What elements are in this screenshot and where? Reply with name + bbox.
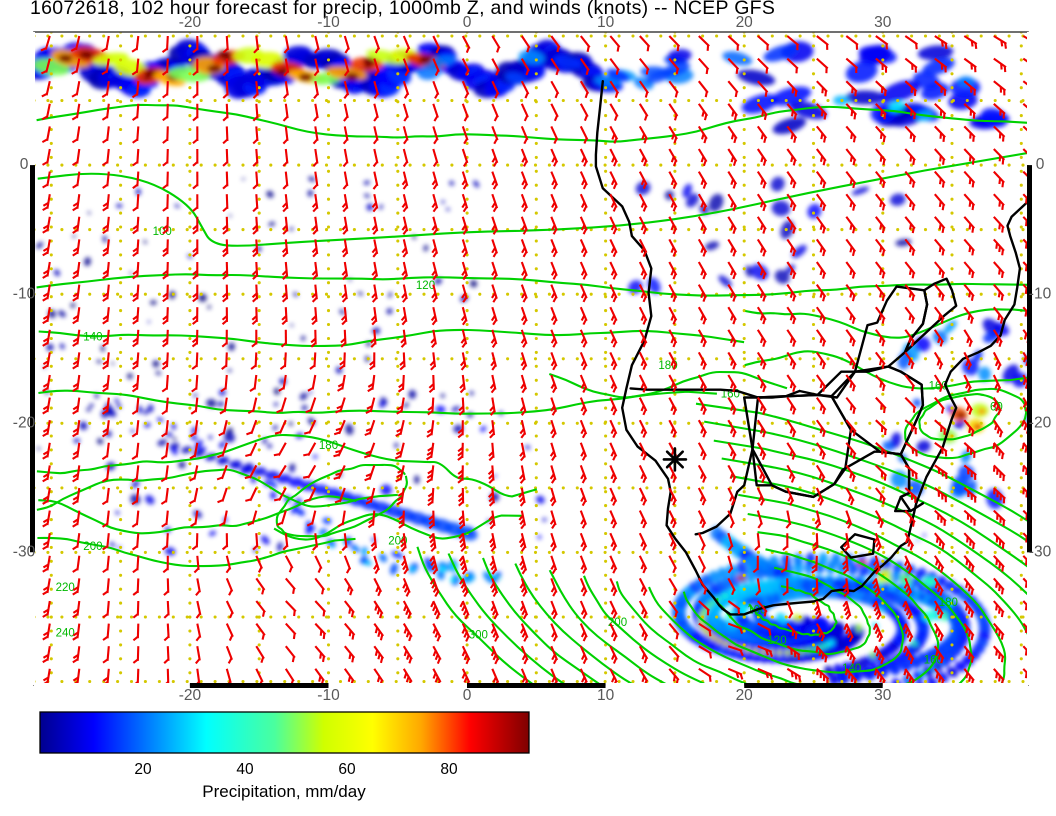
svg-text:140: 140 [842,663,861,675]
svg-text:220: 220 [56,582,75,594]
svg-text:300: 300 [469,630,488,642]
svg-text:120: 120 [416,280,435,292]
svg-text:180: 180 [319,440,338,452]
svg-text:100: 100 [153,226,172,238]
svg-text:220: 220 [733,709,752,721]
svg-text:240: 240 [56,627,75,639]
svg-text:200: 200 [83,541,102,553]
svg-text:200: 200 [608,617,627,629]
svg-text:140: 140 [83,332,102,344]
svg-text:16072618, 102 hour forecast fo: 16072618, 102 hour forecast for precip, … [30,0,775,19]
svg-text:120: 120 [767,635,786,647]
svg-text:240: 240 [932,757,951,769]
svg-text:180: 180 [939,597,958,609]
